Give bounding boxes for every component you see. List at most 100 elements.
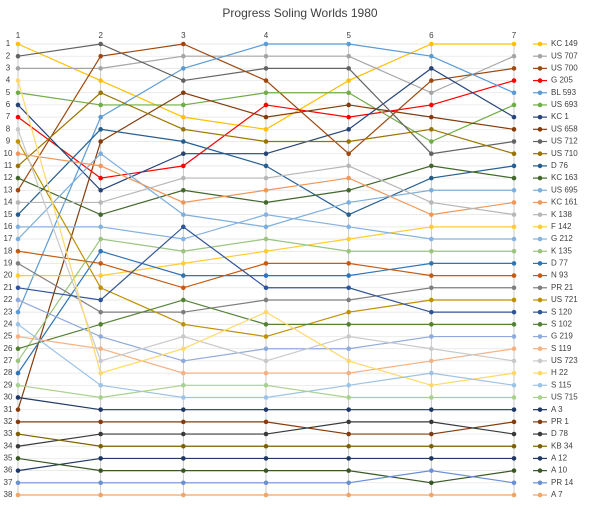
point [15,114,21,120]
point [429,297,434,303]
point [98,346,103,352]
y-tick-label: 35 [4,454,13,463]
point [98,78,103,83]
point [181,163,186,169]
point [15,224,21,230]
point [98,309,103,315]
point [263,139,269,144]
series [15,127,517,364]
legend-marker [537,41,543,47]
series [15,419,517,449]
point [15,236,21,242]
point [98,443,103,449]
point [15,346,21,352]
series [15,127,517,217]
point [429,456,434,461]
point [511,456,517,461]
point [346,66,351,71]
point [98,90,103,96]
y-tick-label: 38 [4,490,13,499]
legend-label: US 721 [551,295,578,304]
point [15,66,21,71]
point [511,419,517,425]
point [98,53,103,59]
legend-label: G 212 [551,234,573,243]
point [346,431,351,437]
point [98,139,103,144]
legend-marker [537,78,543,83]
point [181,334,186,339]
point [98,127,103,132]
legend-marker [537,163,543,169]
legend-label: BL 593 [551,88,577,97]
point [15,212,21,217]
point [346,346,351,352]
y-tick-label: 27 [4,356,13,365]
y-tick-label: 23 [4,307,13,316]
point [511,322,517,327]
point [429,78,434,83]
y-tick-label: 19 [4,259,13,268]
point [429,358,434,364]
point [181,431,186,437]
point [511,297,517,303]
point [263,175,269,181]
point [263,419,269,425]
point [346,224,351,230]
point [181,151,186,157]
point [98,407,103,412]
series [15,78,517,181]
y-tick-label: 10 [4,149,13,158]
point [511,127,517,132]
point [511,175,517,181]
x-tick-label: 1 [16,31,21,40]
point [263,102,269,108]
point [263,407,269,412]
point [429,224,434,230]
point [181,66,186,71]
point [98,163,103,169]
y-tick-label: 31 [4,405,13,414]
point [98,41,103,47]
point [181,41,186,47]
legend-label: KC 163 [551,173,578,182]
point [181,53,186,59]
point [511,236,517,242]
series [15,163,517,217]
series [15,419,517,437]
y-tick-label: 8 [6,124,11,133]
point [511,248,517,254]
point [511,480,517,486]
point [346,480,351,486]
legend-marker [537,456,543,461]
legend-marker [537,212,543,217]
point [263,431,269,437]
legend-label: US 658 [551,124,578,133]
point [98,297,103,303]
point [429,443,434,449]
legend-marker [537,187,543,193]
point [98,212,103,217]
series [15,334,517,376]
point [429,200,434,205]
point [15,139,21,144]
point [511,200,517,205]
point [181,456,186,461]
point [429,419,434,425]
point [429,187,434,193]
point [346,468,351,473]
point [346,492,351,498]
y-tick-label: 33 [4,429,13,438]
series [15,212,517,242]
point [346,212,351,217]
series [15,151,517,242]
point [15,187,21,193]
legend-marker [537,53,543,59]
point [429,163,434,169]
point [511,102,517,108]
point [263,66,269,71]
point [511,212,517,217]
point [263,224,269,230]
point [98,248,103,254]
